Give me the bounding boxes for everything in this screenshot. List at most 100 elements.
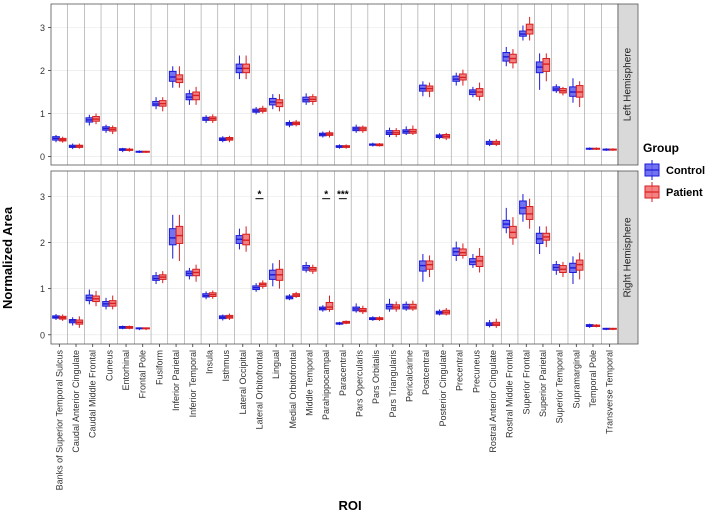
box-patient [158, 271, 167, 284]
box-patient [108, 125, 117, 135]
box-patient [575, 81, 584, 108]
x-tick-label: Inferior Parietal [171, 350, 181, 411]
x-tick-label: Rostral Anterior Cingulate [488, 350, 498, 453]
box-patient [258, 280, 267, 289]
box-patient [225, 313, 234, 321]
x-tick-label: Parahippocampal [321, 350, 331, 420]
x-tick-label: Cuneus [104, 350, 114, 382]
y-tick-label: 2 [40, 238, 45, 248]
legend-label: Patient [666, 187, 703, 199]
significance-label: * [258, 190, 262, 201]
box-control [502, 207, 511, 234]
box-patient [359, 125, 367, 133]
box-patient [275, 94, 284, 112]
box-patient [492, 318, 501, 328]
box-control [369, 316, 377, 321]
x-tick-label: Superior Temporal [555, 350, 565, 423]
box-patient [192, 264, 200, 282]
box-patient [325, 130, 334, 138]
box-patient [459, 69, 467, 86]
box-patient [92, 113, 100, 125]
legend-title: Group [643, 141, 679, 155]
box-control [252, 283, 260, 292]
x-tick-label: Lateral Occipital [238, 350, 248, 415]
facet-strip-label: Left Hemisphere [623, 47, 634, 121]
box-patient [459, 243, 467, 259]
box-patient [475, 82, 484, 101]
box-patient [392, 128, 401, 138]
box-patient [492, 139, 501, 147]
box-patient [609, 327, 617, 331]
x-tick-label: Transverse Temporal [605, 350, 615, 434]
x-tick-label: Inferior Temporal [188, 350, 198, 417]
box-patient [308, 264, 317, 274]
box-patient [525, 16, 534, 41]
box-control [285, 294, 294, 301]
x-tick-label: Middle Temporal [304, 350, 314, 416]
box-patient [125, 147, 134, 152]
box-control [535, 53, 544, 90]
box-patient [475, 248, 484, 273]
box-patient [609, 148, 617, 151]
box-control [502, 46, 511, 67]
box-patient [392, 301, 401, 312]
box-patient [158, 97, 167, 112]
box-patient [308, 94, 317, 105]
facet-strip-label: Right Hemisphere [623, 217, 634, 297]
significance-label: * [324, 190, 328, 201]
box-patient [75, 316, 84, 328]
box-patient [442, 132, 451, 141]
x-tick-label: Posterior Cingulate [438, 350, 448, 427]
box-patient [325, 295, 334, 312]
box-patient [225, 135, 234, 143]
box-patient [542, 226, 551, 248]
x-tick-label: Paracentral [338, 350, 348, 396]
box-patient [559, 261, 567, 278]
box-iqr [542, 58, 551, 72]
box-patient [58, 314, 67, 321]
box-patient [425, 82, 434, 98]
box-patient [509, 49, 517, 69]
x-tick-label: Precuneus [471, 350, 481, 394]
x-tick-label: Superior Frontal [521, 350, 531, 415]
facet-strip [617, 3, 639, 166]
box-patient [559, 86, 567, 96]
y-tick-label: 3 [40, 23, 45, 33]
x-tick-label: Entorhinal [121, 350, 131, 391]
box-patient [592, 324, 601, 328]
y-axis-title: Normalized Area [0, 206, 15, 309]
box-patient [442, 308, 451, 316]
box-control [52, 314, 60, 321]
box-patient [375, 143, 384, 147]
x-tick-label: Caudal Middle Frontal [88, 350, 98, 438]
box-patient [75, 143, 84, 149]
box-iqr [168, 228, 177, 246]
box-patient [509, 217, 517, 245]
box-patient [275, 260, 284, 289]
x-tick-label: Superior Parietal [538, 350, 548, 417]
box-patient [142, 150, 150, 153]
box-patient [242, 55, 250, 80]
box-patient [92, 290, 100, 307]
box-patient [292, 291, 300, 298]
box-patient [409, 300, 417, 311]
x-tick-label: Precentral [455, 350, 465, 391]
box-patient [425, 255, 434, 278]
box-patient [292, 119, 300, 127]
box-patient [342, 320, 351, 325]
box-patient [258, 105, 267, 114]
box-control [135, 150, 144, 153]
box-patient [409, 125, 417, 135]
box-patient [192, 86, 200, 105]
box-patient [525, 198, 534, 229]
box-patient [575, 252, 584, 280]
box-patient [58, 136, 67, 143]
x-tick-label: Supramarginal [571, 350, 581, 409]
legend-label: Control [666, 165, 705, 177]
x-tick-label: Caudal Anterior Cingulate [71, 350, 81, 453]
x-tick-label: Medial Orbitofrontal [288, 350, 298, 429]
box-control [602, 327, 611, 331]
